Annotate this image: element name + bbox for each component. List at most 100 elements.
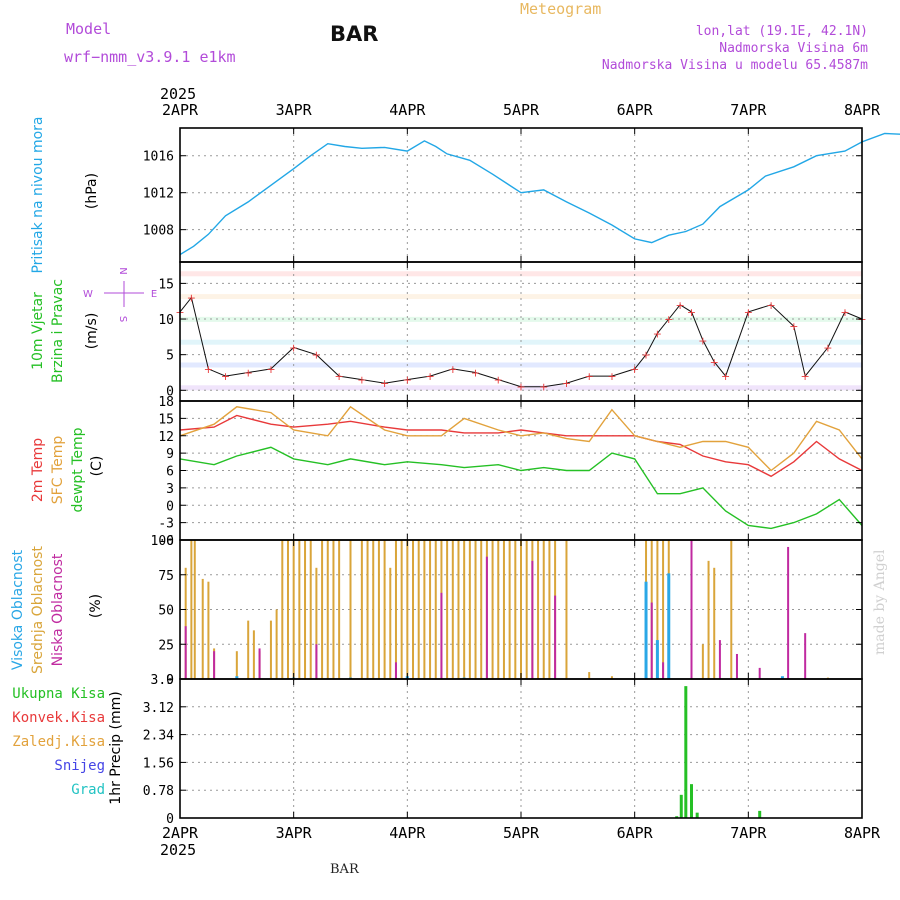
wind-gust-marker: + bbox=[653, 327, 662, 340]
precip-bar bbox=[675, 816, 679, 818]
mid-cloud-bar bbox=[372, 540, 375, 679]
xtick-label-bottom: 3APR bbox=[276, 824, 313, 842]
wind-gust-marker: + bbox=[562, 377, 571, 390]
wind-gust-marker: + bbox=[823, 342, 832, 355]
ytick-label: 100 bbox=[151, 534, 174, 549]
location-line-3: Nadmorska Visina u modelu 65.4587m bbox=[601, 58, 868, 73]
ytick-label: 12 bbox=[158, 430, 174, 445]
wind-subtitle: Brzina i Pravac bbox=[50, 279, 66, 383]
ytick-label: 6 bbox=[166, 465, 174, 480]
temp-unit: (C) bbox=[89, 456, 105, 477]
wind-gust-marker: + bbox=[448, 363, 457, 376]
low-cloud-bar bbox=[554, 595, 557, 679]
mid-cloud-bar bbox=[360, 540, 363, 679]
mid-cloud-bar bbox=[508, 540, 511, 679]
temp-sfc-title: SFC Temp bbox=[50, 436, 66, 505]
compass-west: W bbox=[83, 289, 93, 300]
precip-bar bbox=[695, 812, 699, 818]
ytick-label: -3 bbox=[158, 517, 174, 532]
mid-cloud-bar bbox=[468, 540, 471, 679]
ytick-label: 18 bbox=[158, 395, 174, 410]
mid-cloud-title: Srednja Oblacnost bbox=[30, 546, 46, 674]
wind-gust-marker: + bbox=[494, 374, 503, 387]
wind-gust-marker: + bbox=[801, 370, 810, 383]
mid-cloud-bar bbox=[565, 540, 568, 679]
mid-cloud-bar bbox=[480, 540, 483, 679]
mid-cloud-bar bbox=[321, 540, 324, 679]
ytick-label: 0 bbox=[166, 673, 174, 688]
ytick-label: 50 bbox=[158, 604, 174, 619]
model-name: wrf−nmm_v3.9.1 e1km bbox=[64, 48, 236, 66]
mid-cloud-bar bbox=[542, 540, 545, 679]
ytick-label: 0 bbox=[166, 499, 174, 514]
low-cloud-bar bbox=[258, 648, 261, 679]
wind-arrow-band bbox=[180, 294, 862, 300]
wind-gust-marker: + bbox=[840, 306, 849, 319]
wind-gust-marker: + bbox=[471, 366, 480, 379]
mid-cloud-bar bbox=[474, 540, 477, 679]
wind-gust-marker: + bbox=[204, 363, 213, 376]
precip-bar bbox=[679, 794, 683, 818]
pressure-line bbox=[179, 132, 900, 256]
snow-label: Snijeg bbox=[54, 758, 105, 774]
mid-cloud-bar bbox=[193, 540, 196, 679]
mid-cloud-bar bbox=[366, 540, 369, 679]
ytick-label: 0.78 bbox=[143, 784, 174, 799]
xtick-label-top: 5APR bbox=[503, 101, 540, 119]
xtick-label-top: 3APR bbox=[276, 101, 313, 119]
mid-cloud-bar bbox=[491, 540, 494, 679]
xtick-label-bottom: 8APR bbox=[844, 824, 881, 842]
compass-south: S bbox=[117, 316, 128, 322]
compass-north: N bbox=[117, 267, 128, 274]
mid-cloud-bar bbox=[235, 651, 238, 679]
wind-arrow-band bbox=[180, 339, 862, 345]
mid-cloud-bar bbox=[201, 578, 204, 679]
wind-gust-marker: + bbox=[607, 370, 616, 383]
mid-cloud-bar bbox=[610, 676, 613, 679]
ytick-label: 1.56 bbox=[143, 756, 174, 771]
low-cloud-bar bbox=[213, 651, 216, 679]
mid-cloud-bar bbox=[434, 540, 437, 679]
station-title: BAR bbox=[330, 22, 379, 46]
xtick-label-bottom: 4APR bbox=[389, 824, 426, 842]
dewpoint-title: dewpt Temp bbox=[70, 427, 86, 512]
ytick-label: 9 bbox=[166, 447, 174, 462]
mid-cloud-bar bbox=[394, 540, 397, 679]
ytick-label: 0 bbox=[166, 812, 174, 827]
mid-cloud-bar bbox=[349, 540, 352, 679]
wind-gust-marker: + bbox=[516, 381, 525, 394]
wind-gust-marker: + bbox=[766, 299, 775, 312]
mid-cloud-bar bbox=[184, 567, 187, 679]
xtick-label-top: 7APR bbox=[730, 101, 767, 119]
location-line-1: lon,lat (19.1E, 42.1N) bbox=[695, 24, 868, 39]
panel-frame-precipitation bbox=[179, 678, 863, 819]
credit-text: made by Angel bbox=[872, 549, 888, 656]
compass-east: E bbox=[151, 289, 157, 300]
wind-gust-marker: + bbox=[266, 363, 275, 376]
year-label-top: 2025 bbox=[160, 85, 196, 103]
wind-gust-marker: + bbox=[357, 374, 366, 387]
xtick-label-top: 6APR bbox=[617, 101, 654, 119]
location-line-2: Nadmorska Visina 6m bbox=[719, 41, 868, 56]
mid-cloud-bar bbox=[332, 540, 335, 679]
ytick-label: 3 bbox=[166, 482, 174, 497]
wind-gust-marker: + bbox=[676, 299, 685, 312]
mid-cloud-bar bbox=[298, 540, 301, 679]
freezing-rain-label: Zaledj.Kisa bbox=[12, 734, 105, 750]
high-cloud-bar bbox=[644, 581, 648, 679]
low-cloud-bar bbox=[184, 626, 187, 679]
mid-cloud-bar bbox=[525, 540, 528, 679]
wind-arrow-band bbox=[180, 385, 862, 391]
mid-cloud-bar bbox=[548, 540, 551, 679]
wind-gust-marker: + bbox=[539, 381, 548, 394]
mid-cloud-bar bbox=[281, 540, 284, 679]
mid-cloud-bar bbox=[247, 620, 250, 679]
wind-gust-marker: + bbox=[710, 356, 719, 369]
mid-cloud-bar bbox=[269, 620, 272, 679]
mid-cloud-bar bbox=[417, 540, 420, 679]
wind-gust-marker: + bbox=[744, 306, 753, 319]
wind-gust-marker: + bbox=[721, 370, 730, 383]
mid-cloud-bar bbox=[429, 540, 432, 679]
mid-cloud-bar bbox=[497, 540, 500, 679]
hail-label: Grad bbox=[71, 782, 105, 798]
